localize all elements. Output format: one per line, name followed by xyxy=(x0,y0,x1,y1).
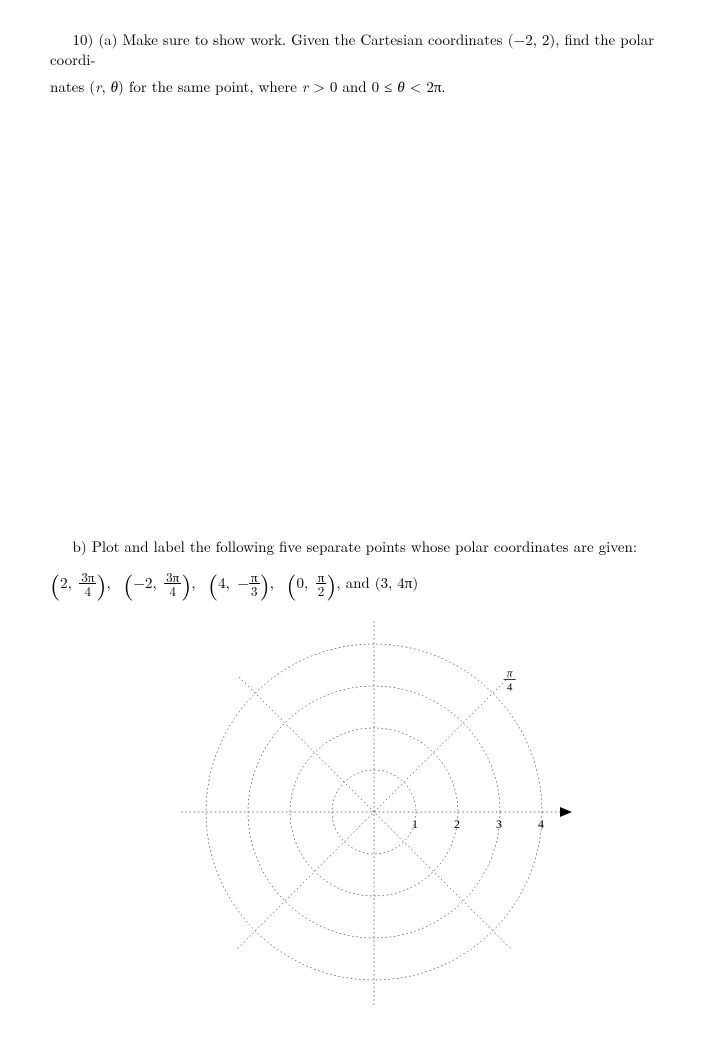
svg-text:π: π xyxy=(507,667,513,679)
paren-open: ( xyxy=(123,565,133,602)
polar-plot-container: 1 2 3 4 π 4 xyxy=(50,612,688,1017)
svg-text:4: 4 xyxy=(538,817,544,831)
pt1-theta: 3π4 xyxy=(79,570,96,597)
pt4-theta: π2 xyxy=(316,570,327,597)
polar-pair-comma: , xyxy=(101,76,110,97)
part-b-paragraph: b) Plot and label the following five sep… xyxy=(50,537,688,557)
polar-grid-plot: 1 2 3 4 π 4 xyxy=(174,612,594,1012)
paren-open: ( xyxy=(50,565,60,602)
paren-close: ) xyxy=(181,565,191,602)
cartesian-point: (−2, 2) xyxy=(508,29,556,50)
cond-th-lhs: 0 ≤ xyxy=(372,76,398,97)
cond-th-var: θ xyxy=(397,76,404,97)
polar-pair-theta: θ xyxy=(111,76,118,97)
nates-pre: nates xyxy=(50,76,89,97)
pt5: (3, 4π) xyxy=(375,572,418,593)
cond-r-rel: > 0 xyxy=(308,76,337,97)
and-word: and xyxy=(337,76,371,97)
pt2-r: −2 xyxy=(133,572,152,593)
part-a-label: (a) xyxy=(98,29,117,50)
part-a-lead: Make sure to show work. Given the Cartes… xyxy=(123,29,503,50)
part-a-line2: nates (r, θ) for the same point, where r… xyxy=(50,77,688,97)
pt3-theta: π3 xyxy=(249,570,260,597)
paren-close: ) xyxy=(326,565,336,602)
svg-text:4: 4 xyxy=(507,681,513,693)
line2-mid: for the same point, where xyxy=(124,76,302,97)
cond-th-rhs: < 2π. xyxy=(405,76,446,97)
part-b-text: Plot and label the following five separa… xyxy=(92,536,637,557)
svg-text:3: 3 xyxy=(496,817,502,831)
part-a-paragraph: 10) (a) Make sure to show work. Given th… xyxy=(50,30,688,71)
paren-close: ) xyxy=(260,565,270,602)
workspace-blank xyxy=(50,97,688,537)
svg-text:2: 2 xyxy=(454,817,460,831)
and-word-2: , and xyxy=(336,572,374,593)
pt1-r: 2 xyxy=(60,572,68,593)
paren-open: ( xyxy=(208,565,218,602)
paren-close: ) xyxy=(96,565,106,602)
paren-open: ( xyxy=(286,565,296,602)
points-list: (2, 3π4), (−2, 3π4), (4, −π3), (0, π2), … xyxy=(50,565,688,602)
part-b-label: b) xyxy=(73,536,87,557)
svg-text:1: 1 xyxy=(412,817,418,831)
q-number: 10) xyxy=(73,29,94,50)
pt4-r: 0 xyxy=(297,572,305,593)
pt3-r: 4 xyxy=(218,572,226,593)
pt2-theta: 3π4 xyxy=(164,570,181,597)
